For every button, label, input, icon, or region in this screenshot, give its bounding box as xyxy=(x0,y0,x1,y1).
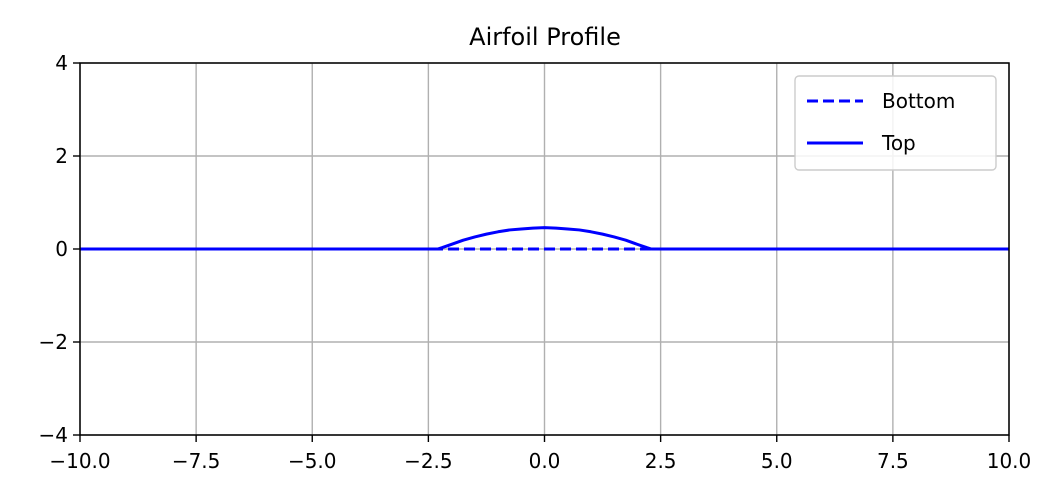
x-tick-label: 7.5 xyxy=(877,449,909,473)
x-tick-label: −2.5 xyxy=(404,449,453,473)
y-tick-label: −2 xyxy=(39,330,68,354)
chart-title: Airfoil Profile xyxy=(469,23,621,51)
y-tick-label: 2 xyxy=(55,144,68,168)
x-tick-label: 0.0 xyxy=(529,449,561,473)
axis-ticks: −10.0 −7.5 −5.0 −2.5 0.0 2.5 5.0 7.5 10.0 −4 −2 0 2 4 xyxy=(39,51,1032,473)
legend-label-bottom: Bottom xyxy=(882,89,955,113)
y-tick-label: −4 xyxy=(39,423,68,447)
x-tick-label: 2.5 xyxy=(645,449,677,473)
series-lines xyxy=(80,226,1009,251)
y-tick-label: 0 xyxy=(55,237,68,261)
x-tick-label: −10.0 xyxy=(49,449,110,473)
x-tick-label: −7.5 xyxy=(172,449,221,473)
x-tick-label: 10.0 xyxy=(987,449,1032,473)
x-tick-label: 5.0 xyxy=(761,449,793,473)
legend: Bottom Top xyxy=(794,75,997,171)
legend-label-top: Top xyxy=(881,131,916,155)
x-tick-label: −5.0 xyxy=(288,449,337,473)
series-line-top xyxy=(80,226,1009,251)
y-tick-label: 4 xyxy=(55,51,68,75)
